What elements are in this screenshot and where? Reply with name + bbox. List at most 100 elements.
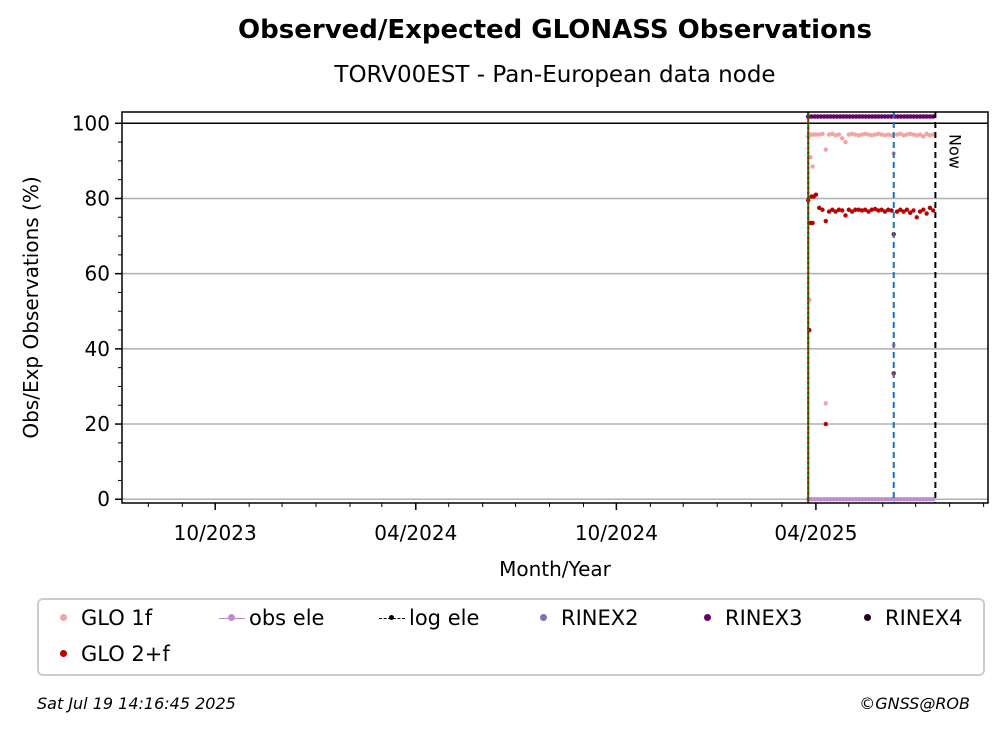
data-point [859, 208, 865, 213]
legend-label: RINEX3 [725, 606, 803, 630]
data-point [859, 132, 865, 137]
data-point [894, 132, 900, 137]
band-point [921, 114, 926, 119]
data-point [846, 207, 851, 212]
band-point [847, 496, 853, 502]
data-point [849, 131, 855, 137]
data-point [843, 213, 848, 218]
band-point [873, 496, 878, 502]
data-point [927, 205, 933, 211]
x-tick-label: 04/2025 [774, 521, 857, 545]
data-point [813, 192, 819, 197]
band-point [850, 114, 856, 119]
band-point [895, 496, 901, 502]
legend-item-rinex3: RINEX3 [695, 606, 803, 630]
chart-title: Observed/Expected GLONASS Observations [238, 15, 872, 45]
data-point [914, 133, 919, 138]
chart-svg: Now 0 20 40 60 80 100 10/2023 04/2024 10/2024 04/… [19, 111, 989, 581]
band-point [889, 114, 894, 119]
data-point [907, 210, 913, 215]
data-point [930, 208, 936, 213]
y-axis-label: Obs/Exp Observations (%) [19, 176, 43, 438]
data-point [843, 139, 848, 145]
legend-item-log-ele: log ele [379, 606, 479, 630]
band-point [853, 496, 859, 502]
band-point [825, 496, 830, 502]
band-point [844, 114, 849, 119]
band-point [905, 114, 910, 119]
band-point [905, 496, 910, 502]
data-point [889, 208, 894, 213]
band-point [921, 496, 926, 502]
band-point [879, 496, 885, 502]
data-point [898, 131, 903, 137]
vline-layer: Now [807, 112, 964, 503]
data-point [876, 131, 881, 137]
band-point [828, 496, 833, 502]
band-point [809, 496, 814, 502]
band-point [841, 114, 846, 119]
data-point [921, 207, 926, 212]
band-point [908, 496, 913, 502]
data-point [907, 131, 913, 137]
data-point [930, 132, 936, 137]
band-point [821, 496, 827, 502]
data-point [863, 131, 868, 137]
band-point [924, 114, 929, 119]
data-point [830, 207, 835, 212]
band-point [831, 114, 837, 119]
data-point [894, 209, 900, 214]
legend-item-glo1f: GLO 1f [51, 606, 152, 630]
y-tick-label: 20 [85, 412, 110, 436]
band-point [847, 114, 853, 119]
data-point [911, 132, 916, 137]
band-point [876, 496, 881, 502]
band-point [882, 114, 888, 119]
band-point [828, 114, 833, 119]
legend-item-glo2f: GLO 2+f [51, 642, 170, 666]
band-point [834, 496, 840, 502]
data-point [914, 215, 919, 220]
data-point [833, 209, 838, 214]
band-point [834, 114, 840, 119]
data-point [810, 164, 815, 169]
band-point [908, 114, 913, 119]
data-point [869, 133, 875, 138]
grid-layer [122, 122, 988, 500]
band-point [860, 496, 865, 502]
plot-frame [121, 111, 989, 504]
band-point [911, 114, 917, 119]
band-point [885, 114, 891, 119]
data-point [820, 207, 825, 212]
band-point [812, 114, 817, 119]
data-point [917, 209, 923, 214]
data-point [808, 154, 813, 160]
band-point [911, 496, 917, 502]
x-tick-label: 04/2024 [374, 521, 457, 545]
band-point [837, 114, 843, 119]
x-axis-label: Month/Year [499, 557, 612, 581]
data-point [863, 207, 868, 212]
data-point [846, 132, 851, 137]
y-tick-label: 40 [85, 337, 110, 361]
footer-timestamp: Sat Jul 19 14:16:45 2025 [37, 694, 236, 713]
data-point [921, 134, 926, 139]
data-point [901, 209, 906, 214]
band-point [898, 114, 904, 119]
legend-marker-rinex2 [531, 611, 557, 625]
band-point [885, 496, 891, 502]
data-point [901, 133, 906, 138]
data-layer [805, 114, 936, 502]
band-point [924, 496, 929, 502]
data-point [853, 132, 858, 137]
data-point [898, 207, 903, 212]
legend-item-obs-ele: obs ele [219, 606, 324, 630]
data-point [924, 211, 929, 216]
band-point [866, 496, 872, 502]
band-point [930, 496, 936, 502]
band-point [818, 114, 824, 119]
data-point [823, 218, 828, 224]
data-point [886, 132, 891, 137]
band-point [825, 114, 830, 119]
band-point [818, 496, 824, 502]
